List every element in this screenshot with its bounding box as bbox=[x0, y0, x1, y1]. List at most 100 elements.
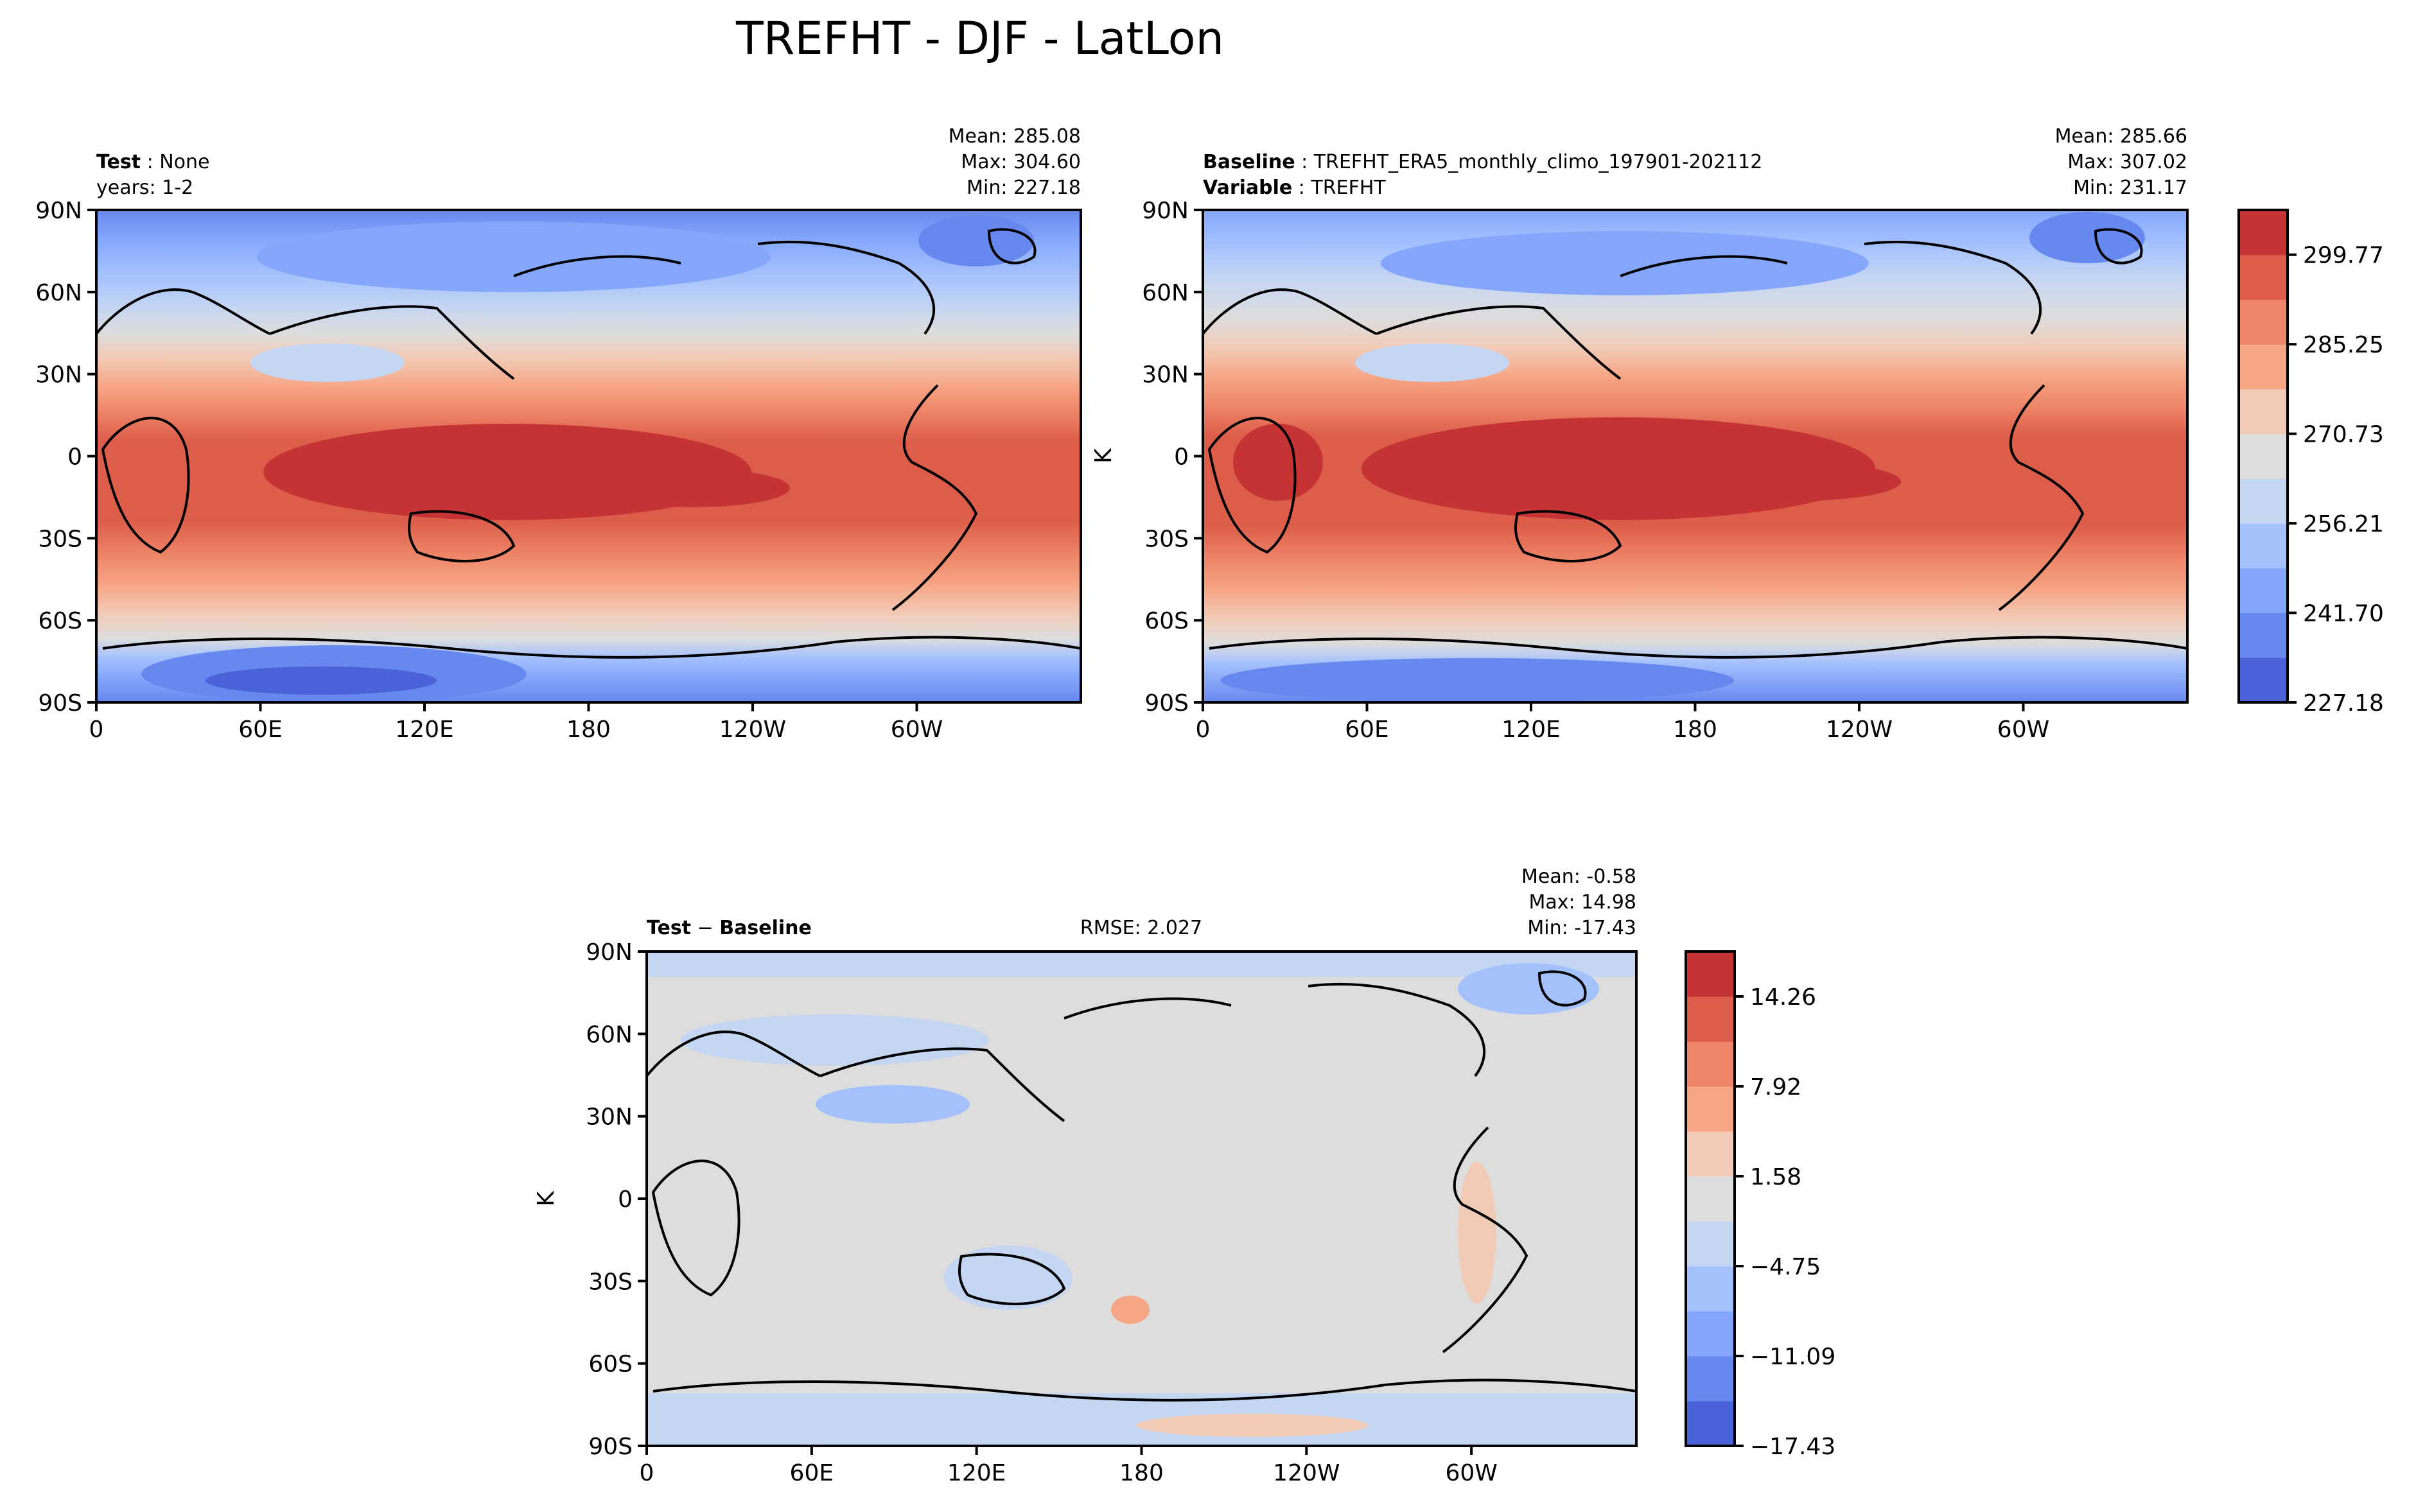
diff-ytick-label: 90N bbox=[586, 939, 633, 966]
colorbar-diff-tick-label: 14.26 bbox=[1750, 984, 1816, 1011]
test-ytick-label: 90N bbox=[35, 198, 82, 224]
test-label: Test : None bbox=[96, 151, 210, 173]
diff-xtick-label: 0 bbox=[640, 1460, 654, 1486]
diff-ytick-label: 0 bbox=[618, 1186, 633, 1213]
baseline-min: Min: 231.17 bbox=[2073, 177, 2187, 199]
baseline-mean: Mean: 285.66 bbox=[2055, 125, 2187, 148]
diff-eurasia bbox=[681, 1014, 989, 1066]
test-siberia-cold bbox=[257, 222, 771, 292]
colorbar-abs-tick-label: 227.18 bbox=[2303, 690, 2384, 717]
test-ytick-label: 30N bbox=[35, 362, 82, 388]
colorbar-diff-level bbox=[1686, 952, 1735, 997]
baseline-ytick-label: 60S bbox=[1144, 608, 1189, 634]
diff-ylabel: K bbox=[533, 1190, 559, 1206]
diff-xtick-label: 120E bbox=[947, 1460, 1006, 1486]
colorbar-abs-frame bbox=[2237, 209, 2289, 704]
baseline-ytick-label: 90N bbox=[1142, 198, 1189, 224]
test-coastlines bbox=[96, 228, 1081, 659]
baseline-warm-pool-east bbox=[1695, 462, 1901, 501]
panel-diff: Test − Baseline RMSE: 2.027 Mean: -0.58 … bbox=[533, 865, 1638, 1486]
colorbar-diff-level bbox=[1686, 1311, 1735, 1357]
diff-max: Max: 14.98 bbox=[1528, 891, 1636, 914]
diff-ytick-label: 30S bbox=[588, 1269, 633, 1295]
test-ytick-label: 60N bbox=[35, 280, 82, 306]
test-xtick-label: 0 bbox=[89, 717, 104, 743]
test-years: years: 1-2 bbox=[96, 177, 193, 199]
diff-rmse: RMSE: 2.027 bbox=[1080, 917, 1202, 939]
colorbar-abs-level bbox=[2239, 433, 2288, 479]
baseline-axes: 0 60E 120E 180 120W 60W 90N 60N 30N 0 30S 60S 90S bbox=[1142, 198, 2049, 743]
test-antarctica-core bbox=[206, 666, 437, 695]
colorbar-abs-level bbox=[2239, 299, 2288, 345]
diff-australia bbox=[944, 1246, 1072, 1310]
baseline-max: Max: 307.02 bbox=[2067, 151, 2187, 173]
colorbar-diff-tick-label: 7.92 bbox=[1750, 1074, 1801, 1100]
colorbar-diff: −17.43 −11.09 −4.75 1.58 7.92 14.26 bbox=[1685, 950, 1835, 1460]
colorbar-diff-level bbox=[1686, 1356, 1735, 1402]
colorbar-abs-tick-label: 256.21 bbox=[2303, 511, 2384, 537]
colorbar-abs-tick-label: 270.73 bbox=[2303, 422, 2384, 448]
baseline-ytick-label: 30S bbox=[1144, 526, 1189, 552]
diff-nz bbox=[1111, 1296, 1150, 1324]
diff-andes bbox=[1458, 1162, 1496, 1303]
test-map bbox=[96, 210, 1081, 702]
test-mean: Mean: 285.08 bbox=[949, 125, 1081, 148]
baseline-antarctica-cold bbox=[1220, 658, 1734, 702]
colorbar-diff-tick-label: −17.43 bbox=[1750, 1434, 1835, 1460]
test-ytick-label: 60S bbox=[38, 608, 82, 634]
baseline-map bbox=[1203, 210, 2187, 702]
colorbar-diff-level bbox=[1686, 1266, 1735, 1312]
colorbar-abs-tick-label: 241.70 bbox=[2303, 601, 2384, 627]
colorbar-abs-tick-label: 285.25 bbox=[2303, 332, 2384, 358]
diff-ytick-label: 30N bbox=[586, 1104, 633, 1131]
baseline-xtick-label: 60E bbox=[1345, 717, 1389, 743]
diff-coastlines bbox=[647, 970, 1636, 1402]
baseline-xtick-label: 120W bbox=[1826, 717, 1893, 743]
baseline-variable: Variable : TREFHT bbox=[1203, 177, 1386, 199]
test-xtick-label: 120E bbox=[395, 717, 453, 743]
colorbar-abs-level bbox=[2239, 657, 2288, 703]
baseline-ytick-label: 90S bbox=[1144, 690, 1189, 717]
baseline-xtick-label: 180 bbox=[1673, 717, 1717, 743]
diff-mean: Mean: -0.58 bbox=[1521, 865, 1636, 888]
test-xtick-label: 180 bbox=[566, 717, 611, 743]
diff-axes: 0 60E 120E 180 120W 60W 90N 60N 30N 0 30S 60S 90S bbox=[586, 939, 1498, 1486]
colorbar-diff-level bbox=[1686, 1176, 1735, 1222]
colorbar-diff-level bbox=[1686, 1401, 1735, 1447]
diff-xtick-label: 60E bbox=[790, 1460, 834, 1486]
baseline-africa-warm bbox=[1233, 424, 1323, 501]
baseline-ylabel: K bbox=[1090, 448, 1117, 464]
colorbar-abs-level bbox=[2239, 568, 2288, 614]
diff-antarctic-band bbox=[647, 1393, 1636, 1446]
baseline-xtick-label: 0 bbox=[1196, 717, 1211, 743]
diff-map bbox=[647, 952, 1636, 1446]
colorbar-abs-level bbox=[2239, 344, 2288, 390]
panel-baseline: Baseline : TREFHT_ERA5_monthly_climo_197… bbox=[1090, 125, 2189, 743]
colorbar-diff-level bbox=[1686, 1221, 1735, 1267]
baseline-tibet-cool bbox=[1355, 343, 1509, 382]
panel-test: Test : None years: 1-2 Mean: 285.08 Max:… bbox=[35, 125, 1082, 743]
baseline-ytick-label: 0 bbox=[1174, 444, 1189, 471]
baseline-ytick-label: 60N bbox=[1142, 280, 1189, 306]
colorbar-abs-level bbox=[2239, 254, 2288, 300]
diff-xtick-label: 180 bbox=[1119, 1460, 1164, 1486]
colorbar-abs-level bbox=[2239, 523, 2288, 569]
baseline-greenland-cold bbox=[2029, 212, 2145, 263]
diff-xtick-label: 120W bbox=[1273, 1460, 1340, 1486]
colorbar-diff-level bbox=[1686, 1041, 1735, 1087]
diff-label: Test − Baseline bbox=[647, 917, 812, 939]
colorbar-abs: 227.18 241.70 256.21 270.73 285.25 299.77 bbox=[2237, 209, 2384, 717]
colorbar-abs-level bbox=[2239, 613, 2288, 658]
test-ytick-label: 30S bbox=[38, 526, 82, 552]
figure-title: TREFHT - DJF - LatLon bbox=[735, 12, 1224, 65]
colorbar-abs-level bbox=[2239, 478, 2288, 524]
test-xtick-label: 60E bbox=[238, 717, 283, 743]
test-axes: 0 60E 120E 180 120W 60W 90N 60N 30N 0 30S 60S 90S bbox=[35, 198, 943, 743]
test-max: Max: 304.60 bbox=[961, 151, 1081, 173]
diff-greenland bbox=[1458, 963, 1599, 1014]
diff-tibet bbox=[816, 1085, 970, 1124]
test-ytick-label: 90S bbox=[38, 690, 82, 717]
diff-arctic-band bbox=[647, 952, 1636, 977]
diff-ytick-label: 60N bbox=[586, 1021, 633, 1048]
